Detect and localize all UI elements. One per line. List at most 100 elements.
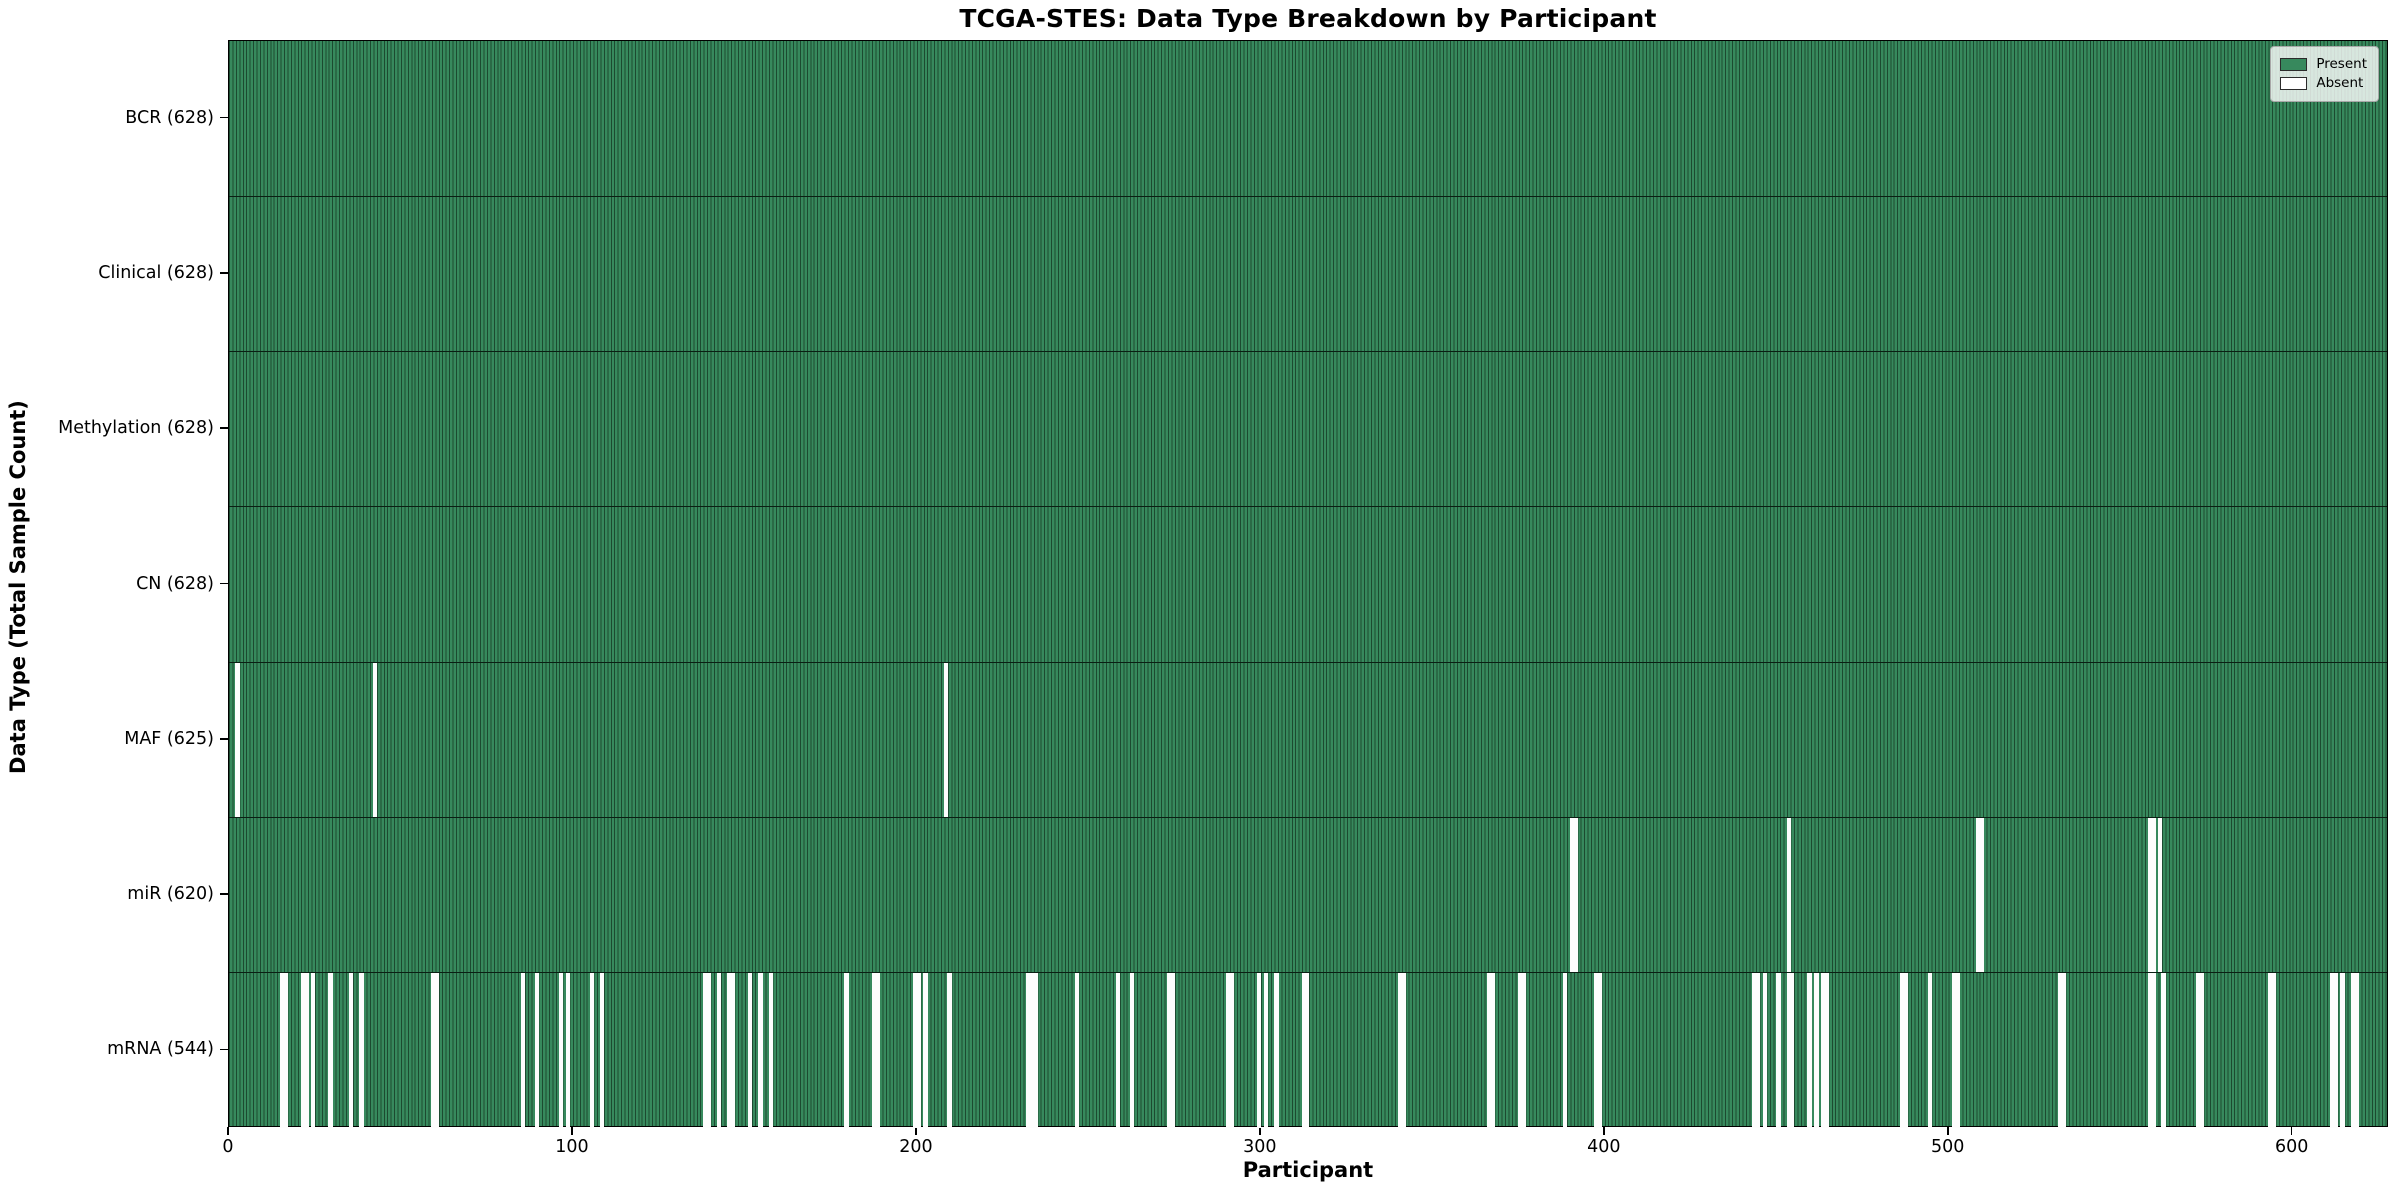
absent-mark (1951, 973, 1957, 1128)
absent-mark (1900, 973, 1905, 1128)
absent-mark (844, 973, 849, 1128)
legend-item-present: Present (2280, 56, 2367, 73)
absent-mark (1824, 973, 1829, 1128)
x-tick-label: 100 (555, 1137, 589, 1157)
absent-mark (2061, 973, 2067, 1128)
absent-mark (2268, 973, 2273, 1128)
y-tick-label: Clinical (628) (98, 262, 214, 283)
y-tick-label: mRNA (544) (107, 1039, 214, 1060)
legend-item-absent: Absent (2280, 75, 2367, 92)
absent-mark (1762, 973, 1767, 1128)
absent-mark (1979, 818, 1984, 973)
absent-mark (348, 973, 354, 1128)
absent-mark (768, 973, 773, 1128)
absent-mark (758, 973, 763, 1128)
absent-mark (1167, 973, 1172, 1128)
absent-mark (1305, 973, 1310, 1128)
absent-mark (1518, 973, 1523, 1128)
absent-mark (235, 662, 240, 817)
absent-mark (2354, 973, 2359, 1128)
absent-mark (912, 973, 918, 1128)
absent-mark (558, 973, 564, 1128)
absent-mark (1129, 973, 1135, 1128)
absent-mark (1597, 973, 1602, 1128)
present-swatch-icon (2280, 58, 2308, 71)
x-tick-mark (1602, 1127, 1605, 1135)
x-tick-label: 300 (1243, 1137, 1277, 1157)
y-tick-mark (220, 737, 228, 740)
x-tick-label: 600 (2274, 1137, 2309, 1157)
absent-mark (1786, 973, 1792, 1128)
absent-mark (2195, 973, 2201, 1128)
x-tick-mark (2290, 1127, 2293, 1135)
absent-mark (1274, 973, 1279, 1128)
absent-mark (2151, 818, 2156, 973)
absent-mark (1975, 818, 1981, 973)
y-tick-label: miR (620) (127, 884, 214, 905)
presence-field (229, 41, 2387, 1126)
y-tick-label: BCR (628) (125, 107, 214, 128)
absent-mark (2151, 973, 2156, 1128)
absent-mark (599, 973, 605, 1128)
absent-mark (283, 973, 288, 1128)
absent-mark (2271, 973, 2276, 1128)
y-tick-mark (220, 582, 228, 585)
plot-area: Present Absent (228, 40, 2388, 1128)
absent-mark (1074, 973, 1080, 1128)
absent-mark (2158, 818, 2163, 973)
row-divider (229, 350, 2387, 353)
absent-mark (1903, 973, 1908, 1128)
absent-mark (2161, 973, 2166, 1128)
absent-mark (328, 973, 333, 1128)
absent-mark (1807, 973, 1812, 1128)
absent-mark (1487, 973, 1492, 1128)
absent-mark (1752, 973, 1757, 1128)
absent-mark (1955, 973, 1960, 1128)
row-divider (229, 972, 2387, 974)
absent-mark (300, 973, 306, 1128)
absent-mark (2340, 973, 2345, 1128)
absent-mark (1256, 973, 1262, 1128)
absent-mark (565, 973, 570, 1128)
absent-mark (730, 973, 736, 1128)
absent-mark (2147, 818, 2153, 973)
absent-mark (589, 973, 595, 1128)
y-tick-label: CN (628) (136, 573, 214, 594)
absent-mark (359, 973, 364, 1128)
absent-mark (1927, 973, 1933, 1128)
absent-mark (1790, 973, 1795, 1128)
y-tick-mark (220, 893, 228, 895)
chart-title: TCGA-STES: Data Type Breakdown by Partic… (959, 4, 1657, 33)
absent-mark (431, 973, 436, 1128)
absent-mark (1229, 973, 1234, 1128)
absent-mark (947, 973, 952, 1128)
y-tick-label: Methylation (628) (58, 418, 214, 439)
absent-mark (2147, 973, 2153, 1128)
absent-mark (280, 973, 285, 1128)
absent-mark (1401, 973, 1406, 1128)
absent-mark (1115, 973, 1121, 1128)
absent-mark (1573, 818, 1578, 973)
absent-mark (1033, 973, 1038, 1128)
x-tick-label: 0 (222, 1137, 234, 1157)
absent-mark (2330, 973, 2335, 1128)
x-tick-mark (915, 1127, 917, 1135)
absent-mark (916, 973, 921, 1128)
absent-mark (703, 973, 708, 1128)
x-tick-label: 400 (1587, 1137, 1621, 1157)
absent-mark (875, 973, 880, 1128)
absent-swatch-icon (2280, 77, 2308, 90)
absent-mark (1301, 973, 1307, 1128)
absent-mark (1029, 973, 1035, 1128)
absent-mark (520, 973, 526, 1128)
row-divider (229, 816, 2387, 819)
x-tick-mark (1946, 1127, 1949, 1135)
legend-label-absent: Absent (2316, 75, 2364, 91)
row-divider (229, 506, 2387, 508)
absent-mark (1569, 818, 1575, 973)
absent-mark (304, 973, 309, 1128)
row-divider (229, 661, 2387, 663)
absent-mark (1490, 973, 1496, 1128)
absent-mark (747, 973, 753, 1128)
